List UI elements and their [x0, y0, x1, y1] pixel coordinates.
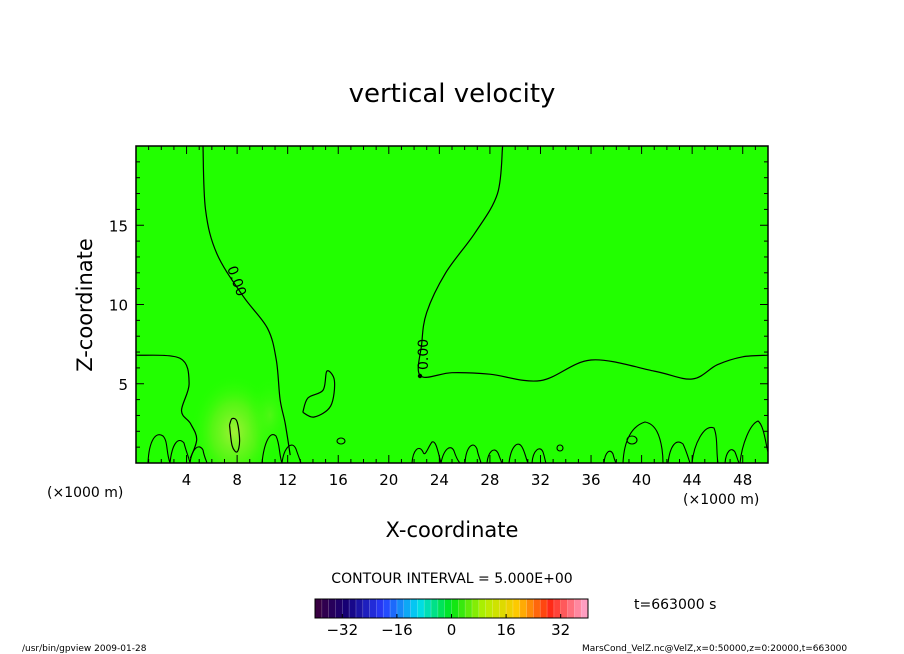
x-tick-label: 28	[480, 471, 499, 489]
x-tick-label: 12	[278, 471, 297, 489]
y-axis-title: Z-coordinate	[73, 238, 97, 372]
colorbar-cell	[485, 599, 493, 618]
colorbar-cell	[506, 599, 514, 618]
colorbar-cell	[369, 599, 377, 618]
x-tick-label: 36	[581, 471, 600, 489]
y-tick-label: 15	[109, 217, 128, 235]
zero-contour-cell-7-8	[228, 417, 241, 453]
colorbar-cell	[574, 599, 582, 618]
colorbar-cell	[519, 599, 527, 618]
x-tick-label: 16	[329, 471, 348, 489]
footer-right: MarsCond_VelZ.nc@VelZ,x=0:50000,z=0:2000…	[582, 644, 847, 654]
x-unit-right: (×1000 m)	[683, 492, 759, 508]
footer-left: /usr/bin/gpview 2009-01-28	[22, 644, 147, 654]
weak-positive-region	[248, 375, 292, 455]
colorbar-cell	[458, 599, 466, 618]
colorbar-cell	[560, 599, 568, 618]
colorbar-cell	[355, 599, 364, 618]
colorbar-cell	[424, 599, 432, 618]
colorbar-tick-label: −32	[326, 621, 358, 639]
x-tick-label: 4	[182, 471, 192, 489]
colorbar-cell	[512, 599, 521, 618]
colorbar-cell	[478, 599, 486, 618]
colorbar-cell	[540, 599, 548, 618]
colorbar-cell	[328, 599, 336, 618]
x-tick-label: 8	[232, 471, 242, 489]
colorbar-cell	[383, 599, 391, 618]
time-label: t=663000 s	[634, 597, 716, 613]
colorbar-tick-label: 0	[447, 621, 457, 639]
zero-contour-left	[202, 146, 291, 456]
colorbar-cell	[437, 599, 445, 618]
colorbar-tick-label: 16	[497, 621, 516, 639]
colorbar-cell	[321, 599, 329, 618]
colorbar-cell	[349, 599, 357, 618]
colorbar-ticks: −32 −16 0 16 32	[326, 614, 570, 639]
zero-contour-lower-left	[136, 354, 198, 459]
colorbar-cell	[342, 599, 350, 618]
x-axis: 4 8 12 16 20 24 28 32 36 40 44 48	[148, 146, 756, 489]
colorbar-cell	[403, 599, 411, 618]
colorbar-cell	[431, 599, 439, 618]
colorbar-cell	[547, 599, 555, 618]
colorbar-cell	[533, 599, 541, 618]
colorbar-cell	[567, 599, 575, 618]
zero-contour-cell-14-15	[302, 370, 336, 418]
colorbar-cell	[581, 599, 589, 618]
x-tick-label: 24	[430, 471, 449, 489]
contour-lines	[136, 146, 768, 459]
colorbar-tick-label: −16	[381, 621, 413, 639]
colorbar-cell	[376, 599, 384, 618]
y-tick-label: 5	[118, 376, 128, 394]
y-axis: 5 10 15	[109, 161, 768, 448]
colorbar-cell	[362, 599, 370, 618]
contour-interval: CONTOUR INTERVAL = 5.000E+00	[331, 571, 572, 587]
colorbar: −32 −16 0 16 32	[314, 598, 589, 639]
plot-area: 0.00 0.00	[135, 145, 769, 464]
x-axis-title: X-coordinate	[386, 518, 519, 542]
colorbar-cell	[417, 599, 425, 618]
y-tick-label: 10	[109, 297, 128, 315]
colorbar-cell	[444, 599, 452, 618]
x-tick-label: 20	[379, 471, 398, 489]
chart-title: vertical velocity	[349, 79, 556, 109]
colorbar-cell	[410, 599, 418, 618]
contour-label-dot	[417, 373, 423, 379]
small-contour-cells	[147, 420, 768, 463]
colorbar-cell	[335, 599, 343, 618]
x-unit-left: (×1000 m)	[47, 485, 123, 501]
colorbar-cells	[314, 599, 589, 618]
colorbar-tick-label: 32	[551, 621, 570, 639]
colorbar-cell	[451, 599, 459, 618]
colorbar-cell	[465, 599, 473, 618]
colorbar-cell	[492, 599, 500, 618]
colorbar-cell	[526, 599, 534, 618]
colorbar-cell	[553, 599, 561, 618]
x-tick-label: 32	[531, 471, 550, 489]
colorbar-cell	[471, 599, 480, 618]
colorbar-cell	[315, 599, 323, 618]
colorbar-cell	[390, 599, 398, 618]
contour-label-right: 0.00	[416, 339, 432, 370]
x-tick-label: 40	[632, 471, 651, 489]
x-tick-label: 48	[733, 471, 752, 489]
colorbar-cell	[396, 599, 405, 618]
zero-contour-right	[417, 146, 768, 382]
x-tick-label: 44	[683, 471, 702, 489]
colorbar-cell	[499, 599, 507, 618]
